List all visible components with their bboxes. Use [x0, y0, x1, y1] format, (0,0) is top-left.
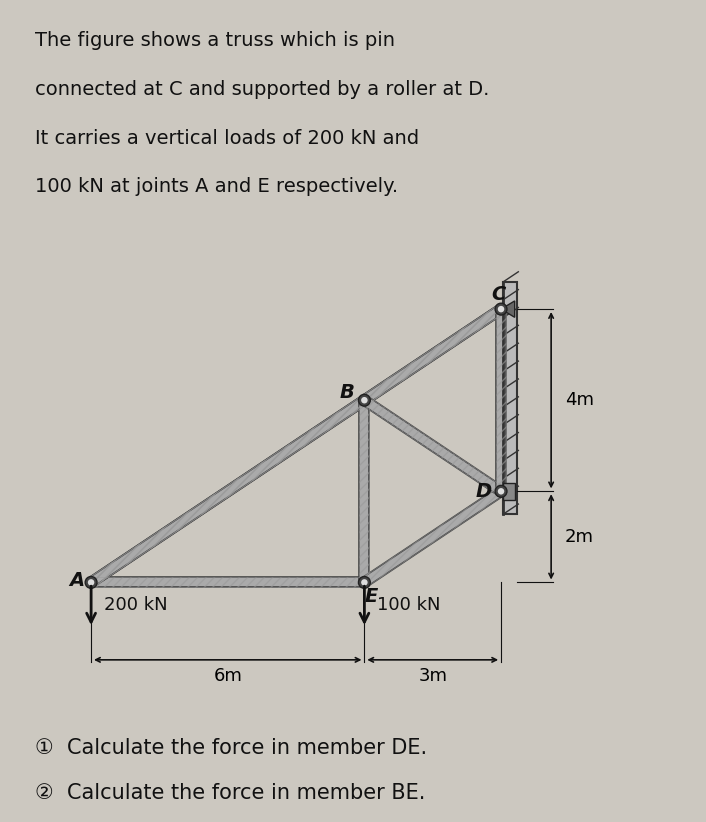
Text: ①  Calculate the force in member DE.: ① Calculate the force in member DE. [35, 738, 427, 758]
Text: 100 kN: 100 kN [377, 596, 441, 614]
Text: E: E [364, 587, 378, 606]
Text: A: A [69, 570, 84, 589]
Text: C: C [491, 285, 506, 304]
Circle shape [361, 397, 368, 404]
Polygon shape [359, 400, 369, 583]
Text: It carries a vertical loads of 200 kN and: It carries a vertical loads of 200 kN an… [35, 128, 419, 148]
Text: D: D [476, 482, 492, 501]
Circle shape [496, 304, 506, 314]
Polygon shape [361, 396, 504, 496]
Circle shape [359, 576, 371, 589]
Circle shape [496, 487, 506, 496]
FancyBboxPatch shape [503, 282, 517, 514]
Text: 100 kN at joints A and E respectively.: 100 kN at joints A and E respectively. [35, 178, 398, 196]
Text: 200 kN: 200 kN [104, 596, 167, 614]
Text: The figure shows a truss which is pin: The figure shows a truss which is pin [35, 31, 395, 50]
Text: B: B [340, 382, 354, 401]
Circle shape [359, 395, 371, 406]
Circle shape [88, 580, 95, 585]
Text: connected at C and supported by a roller at D.: connected at C and supported by a roller… [35, 80, 489, 99]
Circle shape [498, 488, 504, 495]
Polygon shape [501, 301, 515, 317]
Polygon shape [361, 487, 504, 587]
Circle shape [495, 303, 507, 315]
Polygon shape [496, 309, 506, 492]
Circle shape [85, 576, 97, 589]
Circle shape [495, 486, 507, 497]
Polygon shape [88, 396, 367, 587]
Text: 4m: 4m [565, 391, 594, 409]
Text: 6m: 6m [213, 667, 242, 685]
Text: ②  Calculate the force in member BE.: ② Calculate the force in member BE. [35, 783, 425, 802]
Circle shape [498, 306, 504, 312]
Polygon shape [361, 305, 504, 404]
Text: 2m: 2m [565, 528, 594, 546]
Circle shape [361, 580, 368, 585]
Polygon shape [88, 305, 504, 587]
Polygon shape [91, 577, 364, 588]
Text: 3m: 3m [418, 667, 447, 685]
Bar [503, 483, 515, 500]
